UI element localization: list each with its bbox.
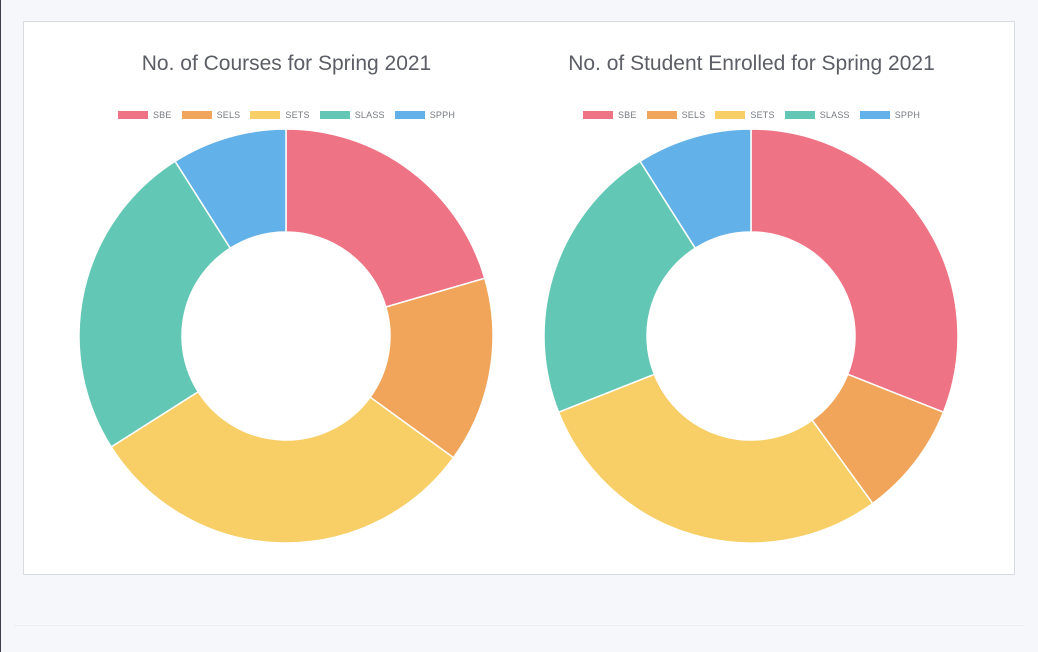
- legend-label: SELS: [216, 110, 241, 120]
- legend-item-spph[interactable]: SPPH: [394, 110, 456, 120]
- enrollment-donut-chart: [543, 128, 959, 544]
- legend-label: SBE: [152, 110, 172, 120]
- legend-item-sbe[interactable]: SBE: [117, 110, 172, 120]
- legend-swatch: [250, 111, 281, 119]
- legend-label: SETS: [285, 110, 310, 120]
- legend-swatch: [784, 111, 815, 119]
- legend-swatch: [859, 111, 890, 119]
- legend-swatch: [394, 111, 425, 119]
- legend-label: SPPH: [429, 110, 456, 120]
- donut-slice-spph[interactable]: [174, 128, 287, 250]
- window-edge: [0, 0, 1, 652]
- legend-item-slass[interactable]: SLASS: [784, 110, 850, 120]
- legend-item-sets[interactable]: SETS: [715, 110, 775, 120]
- legend-swatch: [582, 111, 613, 119]
- courses-chart-panel: No. of Courses for Spring 2021 SBE SELS …: [54, 22, 519, 574]
- legend-label: SBE: [617, 110, 637, 120]
- donut-slice-spph[interactable]: [639, 128, 752, 250]
- legend-item-sets[interactable]: SETS: [250, 110, 310, 120]
- donut-slice-sbe[interactable]: [285, 128, 486, 308]
- legend-swatch: [646, 111, 677, 119]
- legend-item-sbe[interactable]: SBE: [582, 110, 637, 120]
- footer-divider: [14, 625, 1024, 626]
- legend-label: SPPH: [894, 110, 921, 120]
- legend-label: SLASS: [819, 110, 850, 120]
- donut-slice-sets[interactable]: [557, 373, 874, 544]
- donut-slice-sets[interactable]: [110, 390, 455, 544]
- legend-item-sels[interactable]: SELS: [181, 110, 241, 120]
- courses-donut-chart: [78, 128, 494, 544]
- chart-legend: SBE SELS SETS SLASS SPPH: [519, 110, 984, 120]
- legend-label: SETS: [750, 110, 775, 120]
- donut-slice-slass[interactable]: [543, 160, 697, 414]
- donut-slice-slass[interactable]: [78, 160, 232, 448]
- legend-swatch: [319, 111, 350, 119]
- legend-item-slass[interactable]: SLASS: [319, 110, 385, 120]
- legend-item-sels[interactable]: SELS: [646, 110, 706, 120]
- legend-label: SLASS: [354, 110, 385, 120]
- legend-swatch: [715, 111, 746, 119]
- legend-swatch: [117, 111, 148, 119]
- charts-card: No. of Courses for Spring 2021 SBE SELS …: [23, 21, 1015, 575]
- chart-legend: SBE SELS SETS SLASS SPPH: [54, 110, 519, 120]
- legend-item-spph[interactable]: SPPH: [859, 110, 921, 120]
- chart-title: No. of Student Enrolled for Spring 2021: [568, 52, 935, 75]
- enrollment-chart-panel: No. of Student Enrolled for Spring 2021 …: [519, 22, 984, 574]
- chart-title: No. of Courses for Spring 2021: [141, 52, 432, 75]
- legend-label: SELS: [681, 110, 706, 120]
- legend-swatch: [181, 111, 212, 119]
- donut-slice-sbe[interactable]: [750, 128, 959, 414]
